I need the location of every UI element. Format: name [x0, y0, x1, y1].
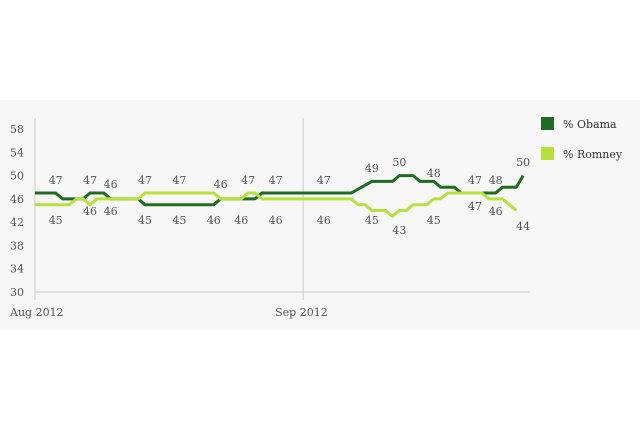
legend-label: % Obama	[563, 118, 617, 131]
legend-swatch	[541, 117, 554, 130]
data-label: 47	[83, 174, 97, 187]
series-line-romney	[35, 191, 518, 218]
chart-panel	[0, 100, 640, 329]
y-tick-label: 46	[10, 193, 24, 206]
y-tick-label: 42	[10, 216, 24, 229]
legend: % Obama % Romney	[541, 117, 623, 161]
data-label: 47	[468, 200, 482, 213]
data-label: 50	[392, 156, 406, 169]
data-label: 48	[427, 167, 441, 180]
data-label: 46	[214, 178, 228, 191]
data-label: 46	[104, 205, 118, 218]
data-label: 44	[516, 220, 530, 233]
data-labels-layer: 47 47 46 47 47 46 47 47 47 49 50 48 47 48 50 45 46 46 45 45…	[49, 156, 531, 237]
y-tick-label: 58	[10, 123, 24, 136]
data-label: 47	[269, 174, 283, 187]
data-label: 45	[172, 214, 186, 227]
data-label: 43	[392, 224, 406, 237]
data-label: 46	[317, 214, 331, 227]
y-tick-label: 30	[10, 286, 24, 299]
data-label: 46	[207, 214, 221, 227]
data-label: 45	[138, 214, 152, 227]
data-label: 45	[49, 214, 63, 227]
legend-swatch	[541, 147, 554, 160]
data-label: 45	[365, 214, 379, 227]
data-label: 46	[104, 178, 118, 191]
x-tick-label: Sep 2012	[275, 306, 328, 319]
data-label: 47	[49, 174, 63, 187]
data-label: 46	[83, 205, 97, 218]
data-label: 47	[317, 174, 331, 187]
y-tick-label: 50	[10, 170, 24, 183]
data-label: 47	[138, 174, 152, 187]
axis-layer: 58 54 50 46 42 38 34 30 Aug 2012 Sep 2012	[9, 118, 530, 319]
data-label: 46	[489, 205, 503, 218]
data-label: 48	[489, 174, 503, 187]
data-label: 46	[269, 214, 283, 227]
legend-label: % Romney	[563, 148, 623, 161]
data-label: 49	[365, 162, 379, 175]
series-layer	[35, 174, 525, 218]
data-label: 45	[427, 214, 441, 227]
y-tick-label: 54	[10, 146, 24, 159]
data-label: 50	[516, 156, 530, 169]
data-label: 46	[234, 214, 248, 227]
y-tick-label: 34	[10, 263, 24, 276]
data-label: 47	[241, 174, 255, 187]
data-label: 47	[172, 174, 186, 187]
y-tick-label: 38	[10, 239, 24, 252]
data-label: 47	[468, 174, 482, 187]
x-tick-label: Aug 2012	[9, 306, 64, 319]
